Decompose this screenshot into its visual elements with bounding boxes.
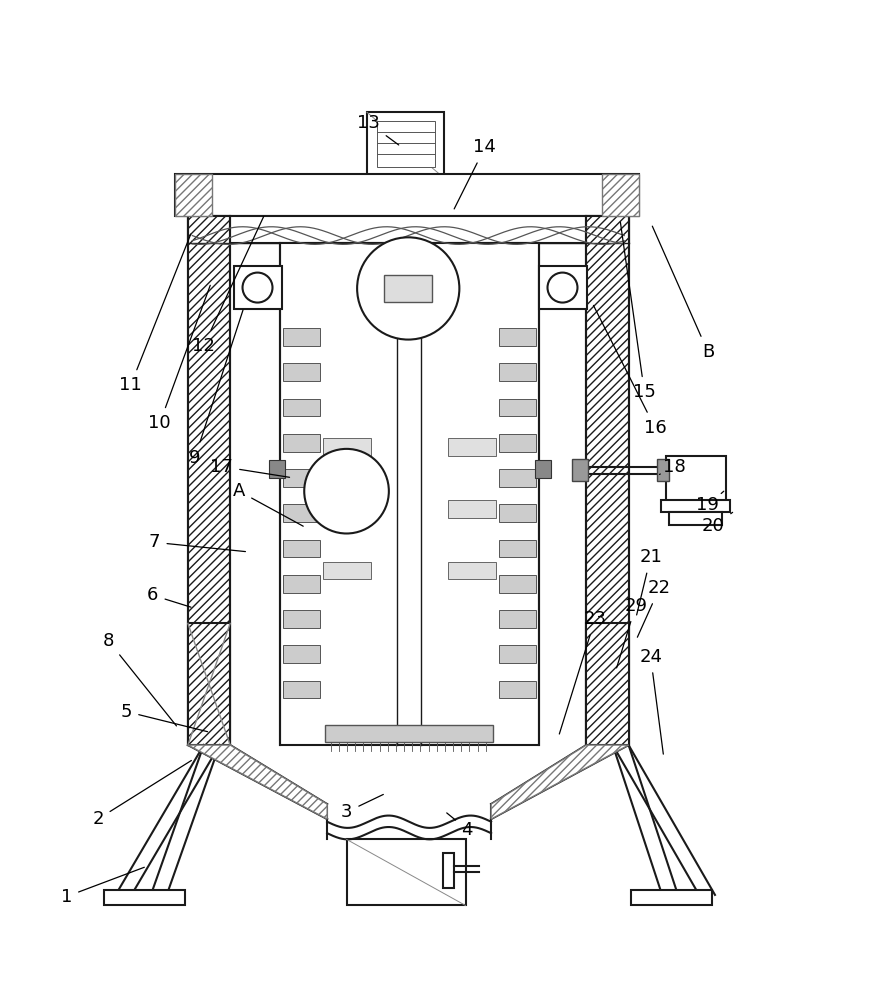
Circle shape (357, 237, 459, 340)
Bar (499, 540, 535, 557)
Bar (188, 216, 230, 745)
Bar (602, 174, 639, 216)
Bar (631, 890, 711, 905)
Bar (499, 328, 535, 346)
Bar (499, 575, 535, 593)
Text: 24: 24 (639, 648, 663, 754)
Bar (323, 500, 371, 518)
Text: 7: 7 (149, 533, 245, 552)
Bar (571, 459, 587, 481)
Text: 10: 10 (148, 285, 210, 432)
Bar (443, 853, 454, 888)
Bar (499, 434, 535, 452)
Text: 13: 13 (357, 114, 399, 145)
Bar (447, 438, 496, 456)
Bar (280, 243, 538, 745)
Text: 15: 15 (619, 222, 655, 401)
Bar (499, 504, 535, 522)
Bar (323, 562, 371, 579)
Bar (538, 266, 587, 309)
Bar (283, 645, 320, 663)
Circle shape (304, 449, 388, 533)
Polygon shape (491, 745, 628, 819)
Bar (283, 434, 320, 452)
Bar (499, 399, 535, 416)
Text: 8: 8 (103, 632, 176, 726)
Bar (377, 121, 434, 167)
Bar (499, 645, 535, 663)
Text: 23: 23 (559, 610, 606, 734)
Bar (668, 512, 721, 525)
Bar (283, 540, 320, 557)
Bar (656, 459, 668, 481)
Circle shape (242, 273, 272, 303)
Text: 29: 29 (616, 597, 647, 668)
Bar (233, 266, 282, 309)
Bar (447, 500, 496, 518)
Text: 16: 16 (593, 305, 665, 437)
Bar (283, 610, 320, 628)
Bar (447, 562, 496, 579)
Bar (534, 460, 550, 478)
Text: 22: 22 (637, 579, 670, 637)
Text: 19: 19 (696, 491, 723, 514)
Text: 3: 3 (340, 794, 383, 821)
Bar (323, 438, 371, 456)
Bar (499, 610, 535, 628)
Text: 12: 12 (192, 216, 263, 355)
Text: B: B (651, 226, 713, 361)
Text: 11: 11 (119, 234, 190, 394)
Bar (188, 623, 230, 745)
Text: 17: 17 (210, 458, 289, 477)
Bar (283, 399, 320, 416)
Text: 6: 6 (147, 586, 190, 607)
Bar (346, 839, 465, 905)
Bar (499, 363, 535, 381)
Text: 5: 5 (120, 703, 207, 732)
Bar (325, 725, 493, 742)
Bar (283, 681, 320, 698)
Bar (383, 275, 431, 302)
Text: 2: 2 (92, 760, 191, 828)
Text: 9: 9 (189, 310, 243, 467)
Circle shape (547, 273, 577, 303)
Bar (104, 890, 185, 905)
Polygon shape (188, 745, 327, 819)
Bar (283, 363, 320, 381)
Bar (367, 112, 444, 178)
Text: 14: 14 (454, 138, 496, 209)
Text: 18: 18 (658, 458, 685, 476)
Text: 20: 20 (701, 512, 732, 535)
Bar (499, 681, 535, 698)
Text: 4: 4 (447, 813, 472, 839)
Text: 21: 21 (636, 548, 661, 615)
Bar (499, 469, 535, 487)
Bar (283, 469, 320, 487)
Bar (175, 174, 639, 216)
Bar (664, 456, 725, 502)
Bar (283, 328, 320, 346)
Bar (660, 500, 729, 512)
Bar (283, 504, 320, 522)
Bar (586, 216, 628, 745)
Bar (188, 216, 628, 243)
Bar (283, 575, 320, 593)
Bar (586, 623, 628, 745)
Text: 1: 1 (60, 867, 144, 906)
Bar (175, 174, 212, 216)
Bar (268, 460, 284, 478)
Text: A: A (232, 482, 303, 526)
